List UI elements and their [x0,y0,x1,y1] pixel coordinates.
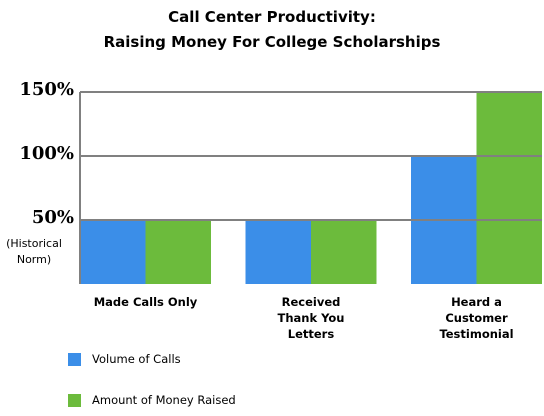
y-tick-label: 100% [19,143,74,164]
bar [476,92,542,284]
x-tick-label: Made Calls Only [93,295,198,309]
y-tick-label: 50% [31,207,74,228]
legend-label: Volume of Calls [92,352,181,366]
x-tick-label: Received Thank You Letters [277,295,345,341]
legend-label: Amount of Money Raised [92,393,236,407]
legend-swatch [68,353,81,366]
y-tick-label: 150% [19,79,74,100]
bar [145,220,211,284]
chart-subtitle: Raising Money For College Scholarships [103,33,441,51]
chart-title: Call Center Productivity: [168,8,376,26]
bar [311,220,377,284]
legend-swatch [68,394,81,407]
bar [80,220,146,284]
x-tick-label: Heard a Customer Testimonial [439,295,514,341]
bar [245,220,311,284]
annotation: (Historical Norm) [6,237,62,266]
